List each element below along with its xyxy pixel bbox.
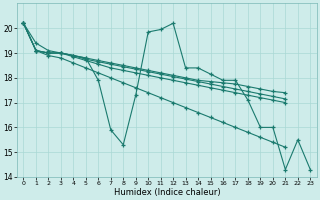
X-axis label: Humidex (Indice chaleur): Humidex (Indice chaleur) bbox=[114, 188, 220, 197]
